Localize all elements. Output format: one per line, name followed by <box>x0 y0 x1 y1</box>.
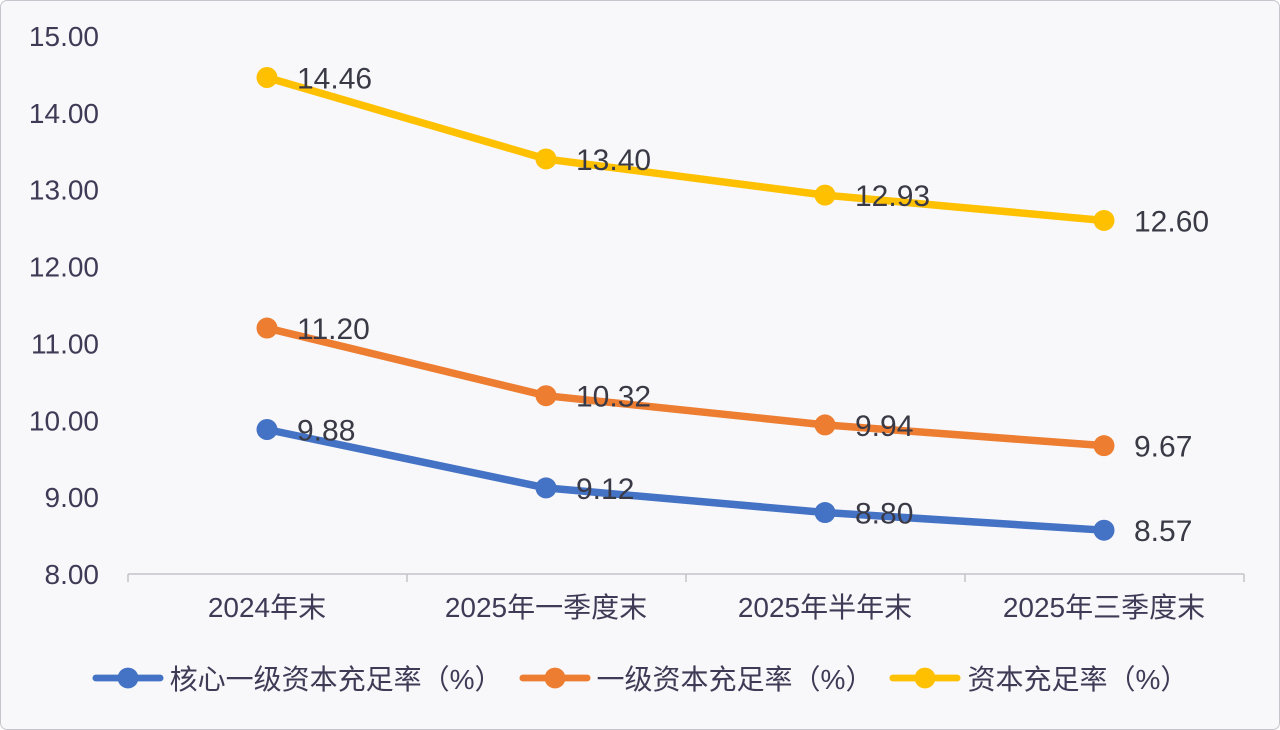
legend-item-tier1: 一级资本充足率（%） <box>519 658 874 698</box>
data-point-marker <box>535 385 557 407</box>
series-line <box>263 425 1108 534</box>
data-point-marker <box>814 414 836 436</box>
legend-item-total: 资本充足率（%） <box>889 658 1188 698</box>
legend-item-core-tier1: 核心一级资本充足率（%） <box>92 658 503 698</box>
data-point-label: 9.12 <box>576 473 634 506</box>
data-point-marker <box>256 317 278 339</box>
data-point-marker <box>814 184 836 206</box>
y-axis-tick-label: 13.00 <box>29 175 99 206</box>
capital-adequacy-line-chart: 15.00 14.00 13.00 12.00 11.00 10.00 9.00 8.00 20… <box>29 21 1245 623</box>
data-point-label: 9.94 <box>855 410 913 443</box>
data-point-marker <box>535 477 557 499</box>
y-axis-tick-label: 14.00 <box>29 98 99 129</box>
data-point-marker <box>1093 435 1115 457</box>
y-axis-tick-label: 12.00 <box>29 252 99 283</box>
data-point-label: 8.80 <box>855 498 913 531</box>
legend-line-marker-icon <box>92 667 164 689</box>
legend-line-marker-icon <box>889 667 961 689</box>
chart-legend: 核心一级资本充足率（%） 一级资本充足率（%） 资本充足率（%） <box>1 651 1279 705</box>
legend-label-tier1: 一级资本充足率（%） <box>596 664 874 695</box>
data-point-marker <box>256 67 278 89</box>
x-axis-category-label: 2024年末 <box>208 592 326 623</box>
data-point-label: 11.20 <box>297 313 370 346</box>
data-point-marker <box>1093 209 1115 231</box>
series-line <box>263 73 1108 225</box>
data-point-marker <box>814 502 836 524</box>
y-axis-tick-label: 9.00 <box>45 482 100 513</box>
legend-label-core-tier1: 核心一级资本充足率（%） <box>169 664 503 695</box>
data-point-label: 12.60 <box>1134 205 1209 238</box>
y-axis-tick-label: 15.00 <box>29 21 99 52</box>
data-point-marker <box>535 148 557 170</box>
data-point-label: 12.93 <box>855 180 930 213</box>
y-axis-tick-label: 10.00 <box>29 405 99 436</box>
series-line <box>263 324 1108 450</box>
data-point-label: 9.88 <box>297 415 355 448</box>
x-axis-category-label: 2025年半年末 <box>738 592 912 623</box>
data-point-marker <box>1093 519 1115 541</box>
x-axis-category-label: 2025年三季度末 <box>1003 592 1205 623</box>
data-point-label: 14.46 <box>297 63 372 96</box>
legend-label-total: 资本充足率（%） <box>967 664 1189 695</box>
y-axis-tick-label: 8.00 <box>45 559 100 590</box>
data-point-label: 13.40 <box>576 144 651 177</box>
x-axis-category-label: 2025年一季度末 <box>445 592 647 623</box>
data-point-label: 9.67 <box>1134 431 1192 464</box>
data-point-marker <box>256 419 278 441</box>
y-axis-tick-label: 11.00 <box>31 328 99 359</box>
data-point-label: 10.32 <box>576 381 651 414</box>
data-point-label: 8.57 <box>1134 515 1192 548</box>
legend-line-marker-icon <box>519 667 591 689</box>
